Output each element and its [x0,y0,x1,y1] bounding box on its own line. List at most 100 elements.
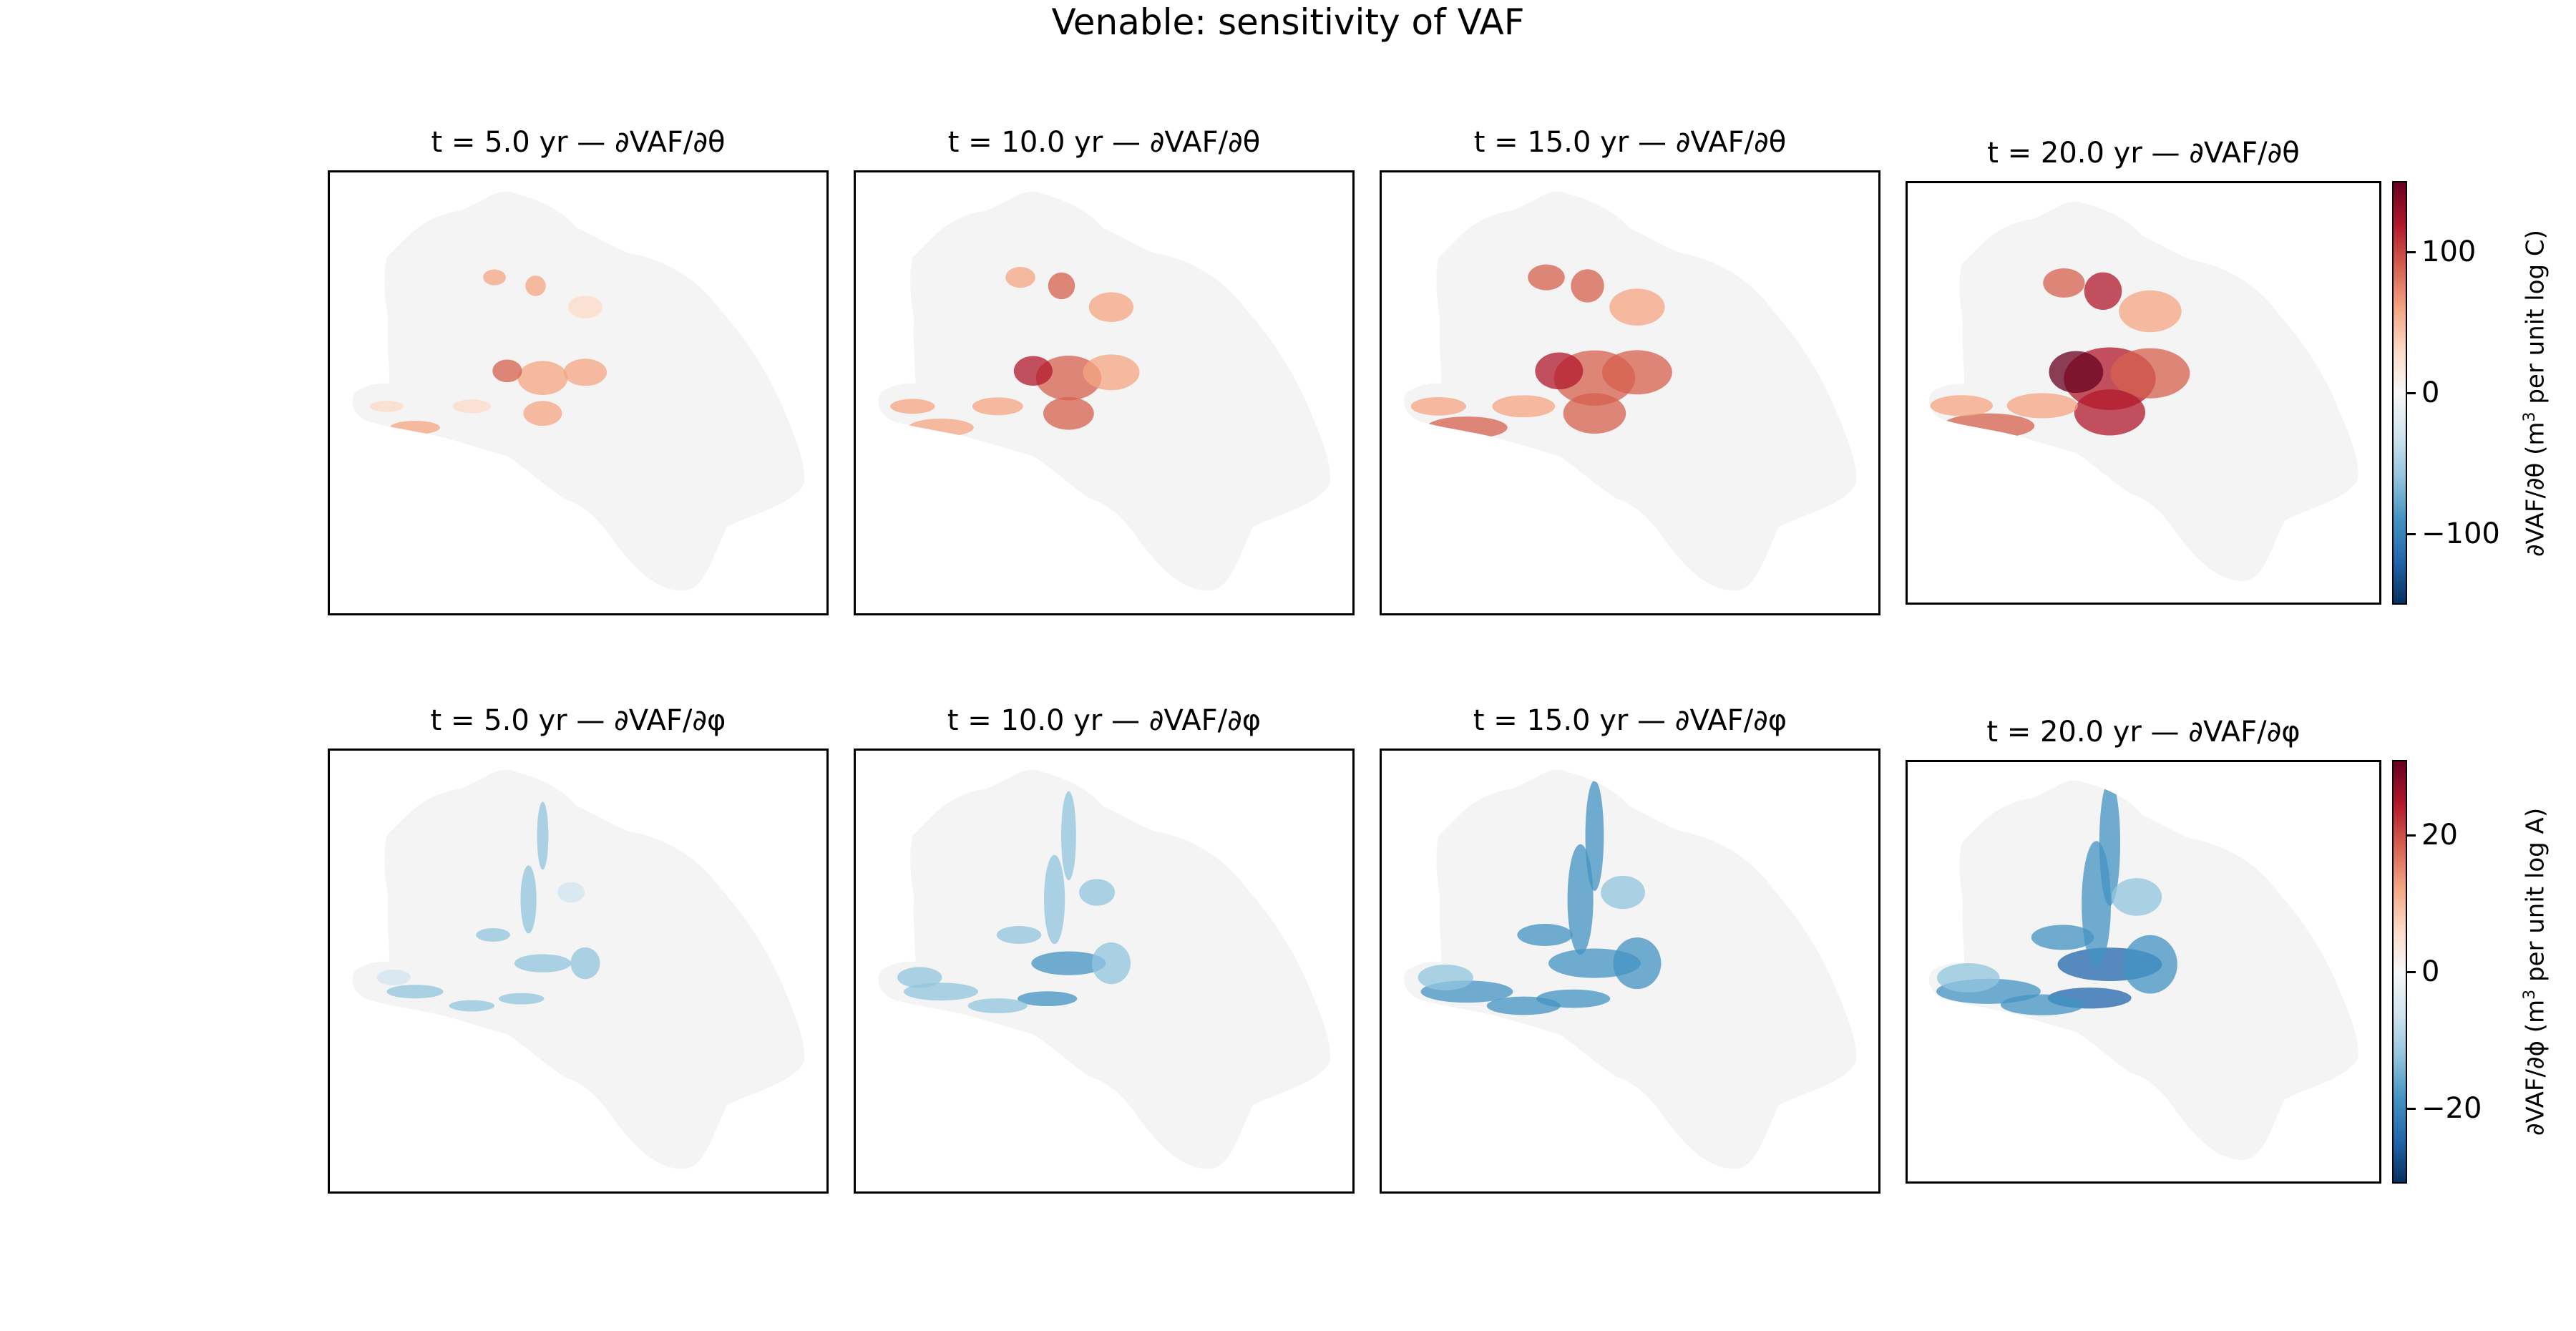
sensitivity-blob [1930,395,1994,416]
sensitivity-blob [2122,935,2177,994]
sensitivity-blob [2082,841,2112,967]
sensitivity-blob [1942,413,2035,439]
panel-title: t = 10.0 yr — ∂VAF/∂θ [947,126,1261,159]
figure-title: Venable: sensitivity of VAF [1051,1,1525,43]
sensitivity-blob [1571,269,1604,303]
sensitivity-blob [890,399,935,414]
panel-title: t = 15.0 yr — ∂VAF/∂φ [1473,704,1787,737]
map-canvas [1928,780,2358,1160]
colorbar-tick [2407,971,2416,973]
sensitivity-blob [1061,791,1076,881]
sensitivity-blob [897,967,942,988]
sensitivity-blob [492,359,522,383]
sensitivity-blob [996,926,1042,944]
sensitivity-blob [520,865,537,934]
sensitivity-blob [2049,351,2104,393]
sensitivity-blob [557,882,585,903]
colorbar-tick [2407,250,2416,253]
sensitivity-blob [517,361,568,395]
map-panel-theta-t5 [328,170,829,615]
map-panel-phi-t20 [1906,760,2381,1184]
map-canvas [1404,769,1857,1169]
colorbar-tick-label: 20 [2421,819,2458,852]
panel-title: t = 20.0 yr — ∂VAF/∂φ [1986,716,2301,749]
sensitivity-blob [1492,395,1556,418]
panel-title: t = 20.0 yr — ∂VAF/∂θ [1987,137,2300,170]
sensitivity-blob [1601,350,1672,395]
sensitivity-blob [972,397,1023,416]
ice-shelf-outline [878,191,1331,591]
sensitivity-blob [1535,352,1584,390]
sensitivity-blob [2074,389,2146,436]
colorbar-tick-label: −100 [2421,517,2500,551]
sensitivity-blob [476,927,510,942]
sensitivity-blob [1426,416,1508,439]
map-canvas [1928,201,2358,581]
sensitivity-blob [1609,288,1665,326]
colorbar-phi [2392,760,2407,1184]
map-canvas [878,191,1331,591]
colorbar-tick [2407,392,2416,394]
map-canvas [878,769,1331,1169]
sensitivity-blob [1486,996,1561,1015]
sensitivity-blob [1083,354,1140,391]
map-canvas [352,769,805,1169]
sensitivity-blob [563,359,608,386]
colorbar-tick-label: −20 [2421,1091,2482,1125]
panel-title: t = 15.0 yr — ∂VAF/∂θ [1473,126,1787,159]
sensitivity-blob [967,998,1028,1013]
colorbar-label-phi: ∂VAF/∂ϕ (m3 per unit log A) [2521,807,2550,1136]
sensitivity-blob [376,969,411,986]
colorbar-tick [2407,834,2416,837]
colorbar-tick [2407,533,2416,536]
colorbar-tick-label: 0 [2421,955,2440,988]
sensitivity-blob [1563,393,1626,434]
sensitivity-blob [1613,937,1662,990]
sensitivity-blob [2006,393,2078,419]
sensitivity-blob [369,400,404,412]
sensitivity-blob [570,947,600,980]
sensitivity-blob [1031,951,1106,975]
colorbar-tick [2407,1107,2416,1110]
sensitivity-blob [1088,292,1134,322]
sensitivity-blob [386,985,444,999]
map-panel-theta-t10 [854,170,1355,615]
map-canvas [352,191,805,591]
colorbar-tick-label: 100 [2421,235,2477,268]
sensitivity-blob [1079,879,1116,906]
sensitivity-blob [1601,875,1646,910]
sensitivity-blob [2110,348,2190,399]
sensitivity-blob [537,801,549,870]
sensitivity-blob [1517,924,1573,946]
sensitivity-blob [514,954,572,972]
sensitivity-blob [1528,264,1565,291]
sensitivity-blob [1005,267,1035,288]
sensitivity-blob [1936,963,2000,993]
sensitivity-blob [568,296,602,319]
map-panel-theta-t15 [1380,170,1880,615]
sensitivity-blob [390,421,440,435]
sensitivity-blob [1013,356,1053,386]
sensitivity-blob [1044,854,1065,945]
sensitivity-blob [452,399,492,414]
sensitivity-blob [525,276,546,296]
map-canvas [1404,191,1857,591]
sensitivity-blob [1018,991,1078,1007]
sensitivity-blob [2043,268,2085,298]
sensitivity-blob [2119,290,2182,333]
panel-title: t = 10.0 yr — ∂VAF/∂φ [947,704,1262,737]
colorbar-tick-label: 0 [2421,376,2440,409]
map-panel-phi-t5 [328,749,829,1194]
sensitivity-blob [2084,272,2122,311]
sensitivity-blob [498,993,545,1005]
sensitivity-blob [1567,844,1594,955]
map-panel-phi-t15 [1380,749,1880,1194]
sensitivity-blob [1048,272,1075,300]
ice-shelf-outline [352,191,805,591]
sensitivity-blob [449,1000,495,1012]
sensitivity-blob [1418,964,1473,990]
sensitivity-blob [2000,994,2084,1015]
sensitivity-blob [2031,925,2094,950]
map-panel-phi-t10 [854,749,1355,1194]
map-panel-theta-t20 [1906,181,2381,605]
